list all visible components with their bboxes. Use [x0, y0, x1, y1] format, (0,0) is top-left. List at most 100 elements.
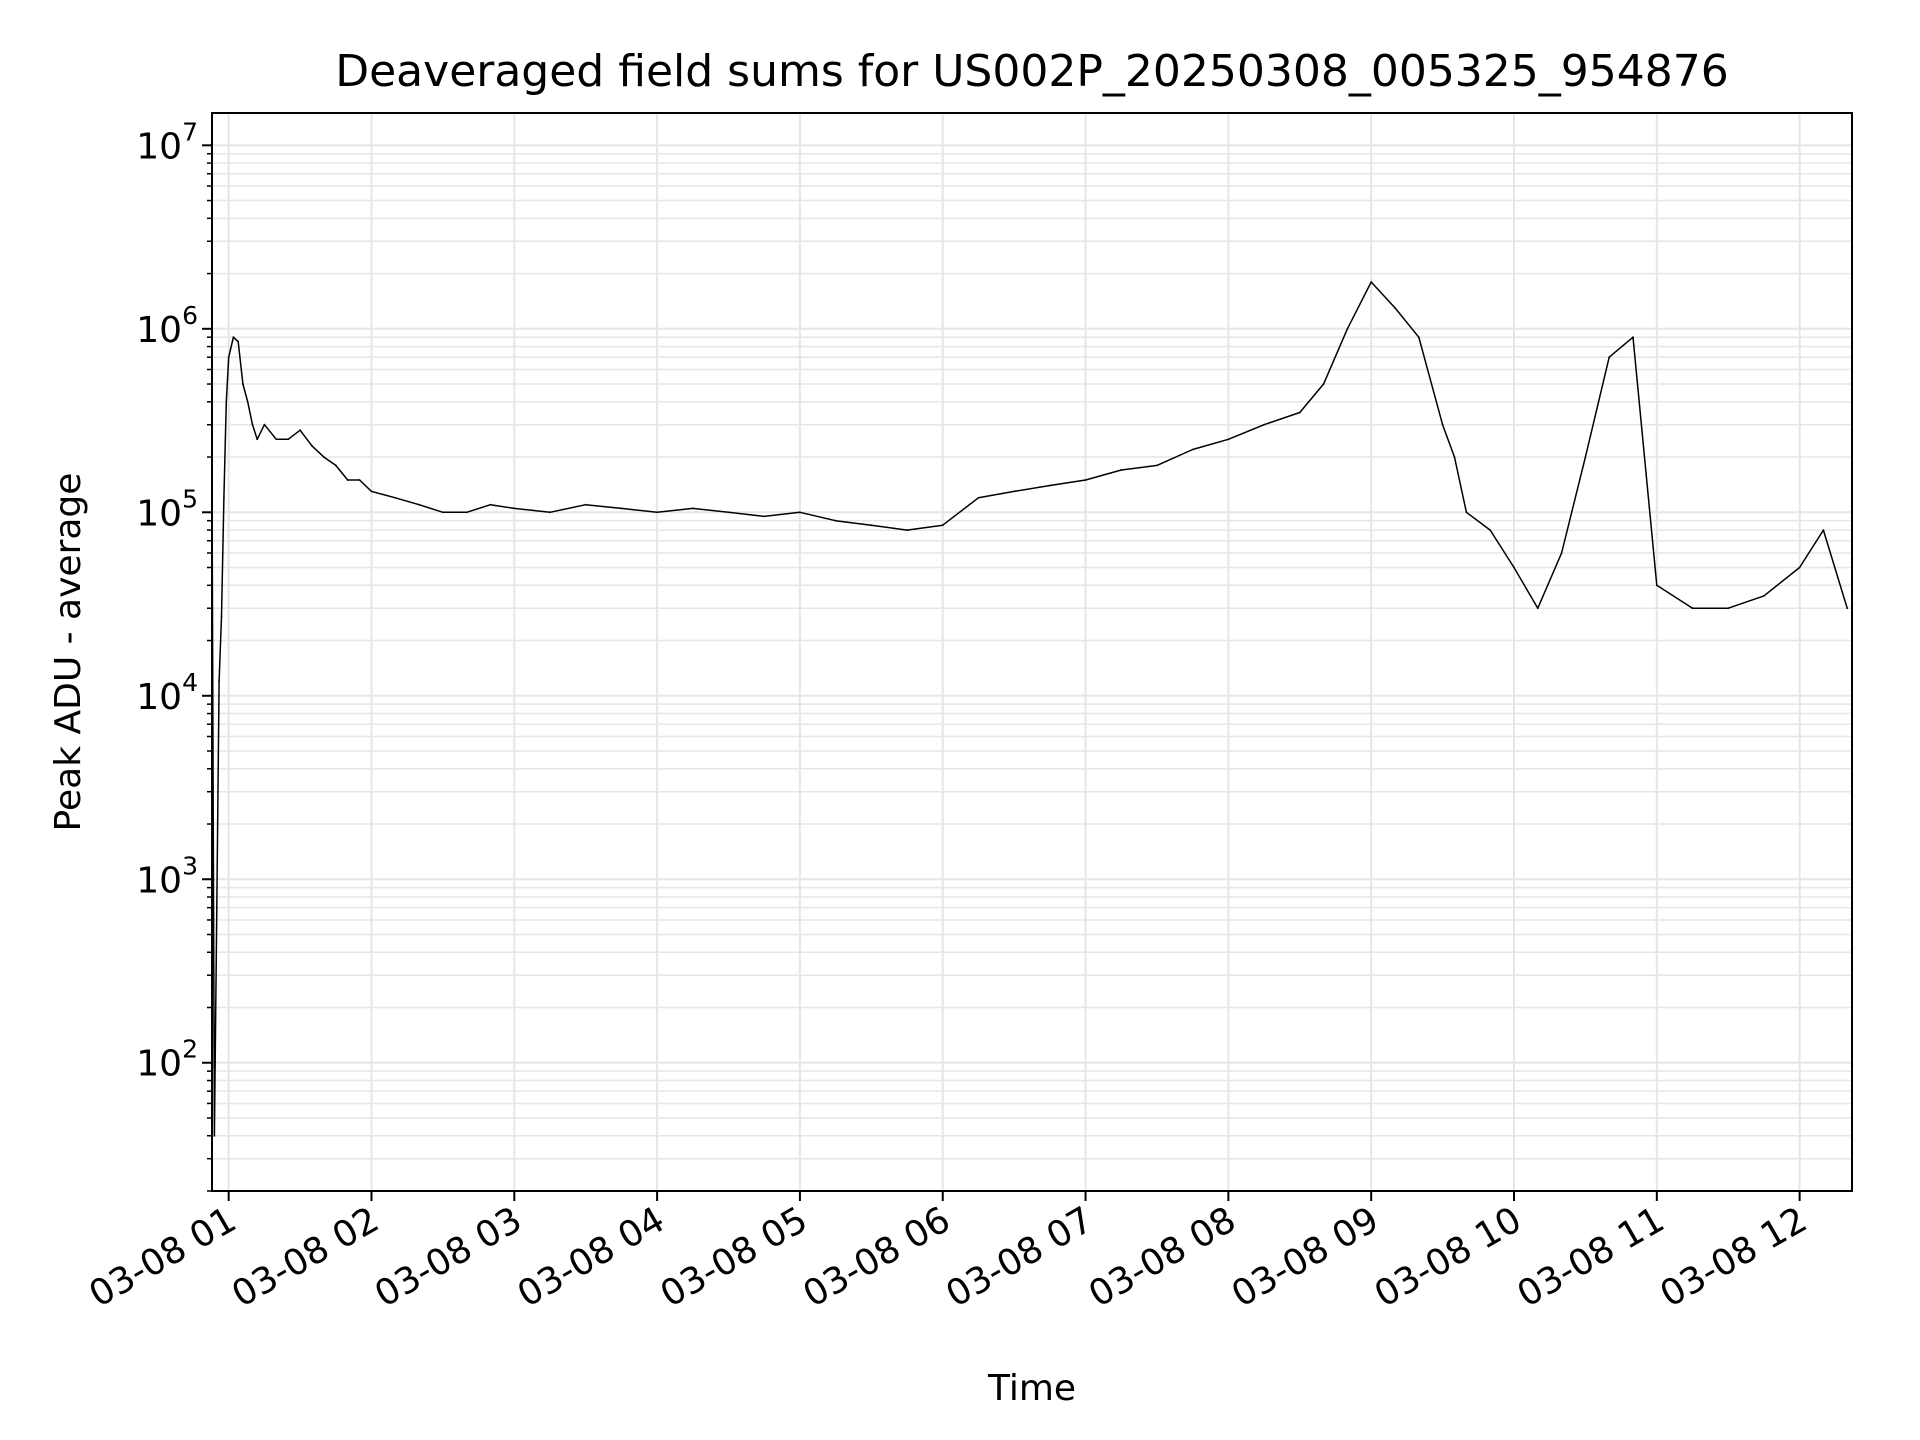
- data-point: [246, 400, 249, 403]
- data-point: [1453, 456, 1456, 458]
- data-point: [358, 479, 361, 481]
- data-point: [1536, 607, 1539, 610]
- data-point: [1822, 529, 1825, 531]
- y-tick-label: 103: [136, 851, 198, 901]
- y-tick-base: 10: [136, 677, 182, 718]
- data-point: [513, 507, 516, 510]
- data-point: [263, 423, 266, 426]
- data-point: [549, 511, 551, 514]
- data-point: [727, 511, 730, 514]
- data-point: [237, 340, 240, 343]
- data-point: [1013, 490, 1015, 493]
- data-point: [334, 464, 337, 467]
- data-point: [799, 511, 801, 514]
- data-point: [906, 529, 908, 531]
- y-tick-base: 10: [136, 493, 182, 534]
- data-point: [1584, 456, 1587, 458]
- y-tick-label: 102: [136, 1035, 198, 1085]
- data-point: [620, 507, 623, 510]
- series-layer: [211, 281, 1849, 1137]
- data-point: [1608, 356, 1611, 359]
- data-point: [1798, 566, 1801, 569]
- data-point: [1513, 566, 1515, 569]
- data-point: [489, 503, 492, 506]
- data-point: [225, 400, 228, 403]
- y-tick-exponent: 7: [182, 117, 198, 146]
- y-tick-base: 10: [136, 1044, 182, 1085]
- y-tick-label: 105: [136, 484, 198, 534]
- y-tick-label: 107: [136, 117, 198, 167]
- x-axis-label: Time: [987, 1368, 1076, 1409]
- data-point: [220, 615, 223, 618]
- data-point: [1191, 448, 1194, 451]
- data-point: [418, 503, 420, 506]
- data-point: [1084, 479, 1087, 481]
- data-point: [394, 496, 397, 499]
- data-point: [870, 524, 873, 527]
- data-point: [1298, 411, 1301, 414]
- y-tick-exponent: 5: [182, 484, 198, 513]
- y-axis-label: Peak ADU - average: [48, 473, 89, 832]
- data-point: [584, 503, 587, 506]
- y-tick-exponent: 3: [182, 851, 198, 880]
- data-point: [977, 496, 980, 499]
- data-point: [1346, 327, 1349, 330]
- data-point: [1394, 307, 1396, 309]
- data-point: [1632, 336, 1634, 339]
- grid: [212, 113, 1852, 1192]
- y-tick-label: 106: [136, 301, 198, 351]
- data-point: [1370, 281, 1373, 283]
- data-point: [213, 1134, 216, 1137]
- data-point: [311, 445, 313, 447]
- data-point: [1263, 423, 1265, 426]
- y-tick-base: 10: [136, 310, 182, 351]
- data-point: [1727, 607, 1730, 610]
- data-point: [323, 456, 325, 458]
- data-point: [1560, 552, 1563, 554]
- data-point: [691, 507, 694, 510]
- data-point: [1156, 464, 1158, 467]
- y-tick-exponent: 2: [182, 1035, 198, 1064]
- data-point: [1120, 469, 1123, 471]
- y-tick-label: 104: [136, 668, 198, 718]
- data-point: [1441, 423, 1444, 426]
- data-point: [232, 336, 235, 339]
- data-point: [215, 906, 218, 909]
- data-point: [299, 429, 301, 432]
- data-point: [1465, 511, 1468, 514]
- y-tick-base: 10: [136, 126, 182, 167]
- y-tick-base: 10: [136, 860, 182, 901]
- data-point: [1763, 595, 1765, 597]
- data-point: [763, 515, 766, 518]
- data-point: [223, 496, 225, 499]
- series-line: [211, 281, 1848, 1137]
- data-point: [1417, 336, 1420, 339]
- data-point: [242, 383, 244, 385]
- data-point: [1846, 607, 1849, 610]
- data-point: [1691, 607, 1694, 610]
- data-point: [465, 511, 468, 514]
- data-point: [1489, 529, 1492, 531]
- data-point: [1655, 584, 1658, 587]
- data-point: [442, 511, 444, 514]
- data-point: [251, 423, 254, 426]
- data-point: [1227, 438, 1230, 441]
- data-point: [1049, 484, 1051, 487]
- data-point: [370, 490, 373, 493]
- plot-frame: [211, 112, 1853, 1192]
- chart-title: Deaveraged field sums for US002P_2025030…: [335, 46, 1729, 97]
- data-point: [227, 356, 230, 359]
- data-point: [218, 680, 221, 683]
- data-point: [656, 511, 658, 514]
- data-point: [287, 438, 290, 441]
- data-point: [1322, 383, 1325, 385]
- data-point: [256, 438, 259, 441]
- y-tick-exponent: 4: [182, 668, 198, 697]
- data-point: [941, 524, 944, 527]
- data-point: [346, 479, 349, 481]
- data-point: [275, 438, 278, 441]
- y-tick-exponent: 6: [182, 301, 198, 330]
